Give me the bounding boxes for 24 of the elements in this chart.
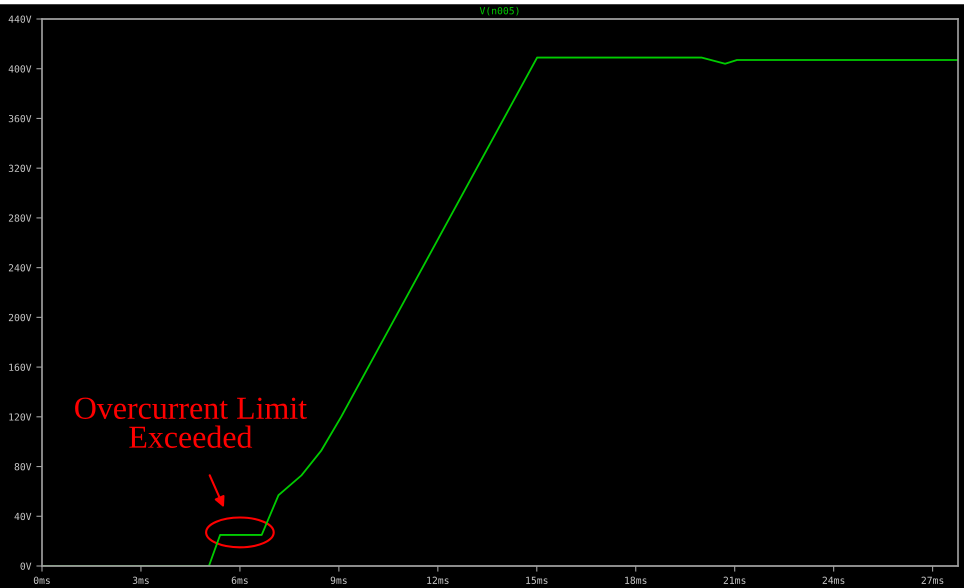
y-tick-label: 320V	[8, 164, 32, 172]
x-tick-label: 12ms	[427, 576, 449, 584]
x-tick-label: 9ms	[330, 576, 347, 584]
x-tick-label: 0ms	[34, 576, 50, 584]
x-tick-label: 3ms	[132, 576, 149, 584]
x-tick-label: 21ms	[724, 576, 746, 584]
y-tick-label: 0V	[20, 562, 32, 570]
x-tick-label: 24ms	[822, 576, 844, 584]
y-tick-label: 240V	[8, 264, 32, 272]
annotation: Overcurrent Limit Exceeded	[75, 398, 307, 448]
y-tick-label: 160V	[9, 364, 32, 371]
y-tick-label: 200V	[8, 314, 32, 322]
y-tick-label: 80V	[14, 463, 32, 470]
text: V(n005)	[480, 6, 518, 16]
y-tick-label: 40V	[14, 512, 32, 520]
x-tick-label: 18ms	[625, 576, 646, 584]
y-tick-label: 280V	[8, 214, 32, 222]
y-tick-label: 400V	[8, 65, 32, 73]
x-tick-label: 6ms	[232, 576, 248, 584]
y-tick-label: 440V	[8, 16, 32, 23]
y-tick-label: 120V	[9, 413, 32, 421]
y-tick-label: 360V	[8, 114, 32, 122]
x-tick-label: 15ms	[526, 576, 548, 584]
x-tick-label: 27ms	[922, 576, 944, 584]
